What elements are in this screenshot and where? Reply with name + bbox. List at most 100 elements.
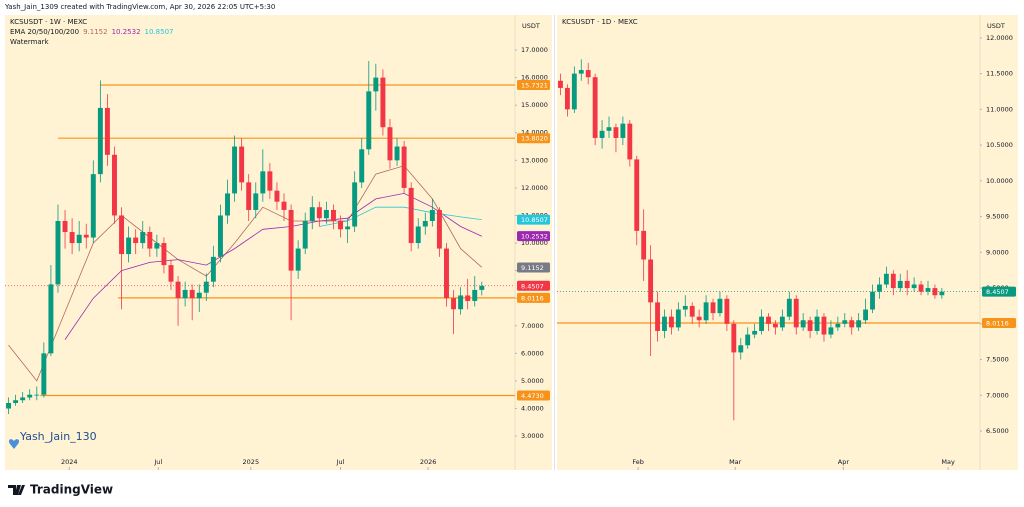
- candle-body: [380, 77, 386, 128]
- last-price-box: [982, 286, 1016, 297]
- candle-body: [668, 316, 674, 328]
- candle-body: [288, 209, 294, 271]
- candle-body: [274, 190, 280, 202]
- candle-body: [112, 154, 117, 216]
- watermark-legend: Watermark: [10, 38, 50, 46]
- level-price-box-label: 15.7321: [521, 81, 548, 89]
- candle-body: [731, 323, 737, 353]
- y-tick-label: 13.0000: [521, 156, 548, 164]
- candle-body: [48, 284, 54, 354]
- x-tick-label: Jul: [153, 458, 162, 466]
- footer-logo: TradingView: [8, 483, 113, 497]
- level-price-box: [517, 133, 550, 144]
- candle-body: [281, 201, 287, 210]
- candle-body: [239, 146, 245, 183]
- candle-body: [472, 289, 478, 301]
- y-tick-label: 16.0000: [521, 74, 548, 82]
- y-tick-label: 6.0000: [521, 349, 544, 357]
- candle-body: [451, 298, 457, 310]
- y-tick-label: 5.0000: [521, 377, 544, 385]
- level-price-box: [517, 390, 550, 401]
- right-panel: [557, 15, 1018, 470]
- candle-body: [13, 400, 19, 403]
- candle-body: [648, 259, 654, 303]
- candle-body: [366, 91, 372, 150]
- candle-body: [253, 193, 259, 210]
- candle-body: [444, 248, 449, 299]
- y-tick-label: 10.5000: [986, 141, 1013, 149]
- axis-unit: USDT: [522, 22, 540, 30]
- y-tick-label: 10.0000: [986, 177, 1013, 185]
- x-tick-label: Apr: [838, 458, 850, 466]
- candle-body: [599, 130, 605, 138]
- last-price-box: [517, 280, 550, 291]
- level-price-box: [517, 292, 550, 303]
- candle-body: [415, 226, 421, 244]
- candle-body: [634, 159, 640, 231]
- candle-body: [877, 284, 882, 292]
- y-tick-label: 14.0000: [521, 129, 548, 137]
- y-tick-label: 17.0000: [521, 46, 548, 54]
- candle-body: [27, 394, 33, 398]
- candle-body: [752, 330, 758, 335]
- candle-body: [90, 174, 96, 238]
- candle-body: [119, 215, 125, 255]
- candle-body: [689, 305, 695, 317]
- candle-body: [83, 234, 89, 238]
- candle-body: [807, 320, 813, 331]
- candle-body: [394, 146, 400, 161]
- candle-body: [585, 70, 591, 78]
- candle-body: [842, 320, 848, 324]
- candle-body: [232, 146, 238, 194]
- candle-body: [620, 123, 626, 138]
- candle-body: [641, 230, 647, 260]
- level-price-box: [982, 317, 1016, 328]
- candle-body: [779, 316, 785, 328]
- indicator-value: 10.2532: [112, 28, 141, 36]
- candle-body: [738, 345, 744, 353]
- candle-body: [606, 127, 612, 131]
- x-tick-label: Jul: [336, 458, 345, 466]
- candle-body: [849, 320, 855, 328]
- x-tick-label: Mar: [729, 458, 742, 466]
- candle-body: [225, 193, 230, 216]
- ema-line: [8, 165, 483, 382]
- level-price-box-label: 8.0116: [521, 294, 544, 302]
- candle-body: [168, 265, 174, 282]
- candle-body: [69, 232, 75, 244]
- level-price-box-label: 13.8020: [521, 135, 548, 143]
- symbol-title: KCSUSDT · 1W · MEXC: [10, 18, 87, 26]
- candle-body: [904, 280, 910, 289]
- level-price-box-label: 4.4730: [521, 392, 544, 400]
- candle-body: [104, 107, 110, 155]
- candle-body: [408, 187, 414, 244]
- header-text: Yash_Jain_1309 created with TradingView.…: [4, 3, 275, 11]
- candle-body: [55, 220, 61, 285]
- candle-body: [387, 127, 393, 161]
- axis-unit: USDT: [987, 22, 1005, 30]
- y-tick-label: 4.0000: [521, 405, 544, 413]
- candle-body: [717, 298, 723, 314]
- candle-body: [182, 289, 188, 299]
- candle-body: [76, 234, 82, 244]
- x-tick-label: 2025: [243, 458, 260, 466]
- indicator-name: EMA 20/50/100/200: [10, 28, 79, 36]
- candle-body: [870, 291, 875, 310]
- y-tick-label: 9.0000: [986, 248, 1009, 256]
- candle-body: [800, 320, 806, 328]
- candle-body: [302, 220, 308, 249]
- candle-body: [210, 256, 216, 282]
- symbol-title: KCSUSDT · 1D · MEXC: [562, 18, 638, 26]
- level-price-box-label: 8.0116: [986, 319, 1009, 327]
- candle-body: [217, 215, 223, 257]
- candle-body: [696, 316, 702, 321]
- candle-body: [814, 316, 820, 331]
- candle-body: [745, 334, 751, 346]
- candle-body: [655, 302, 660, 331]
- x-tick-label: 2024: [61, 458, 78, 466]
- last-price-box-label: 8.4507: [986, 288, 1009, 296]
- last-price-box-label: 8.4507: [521, 282, 544, 290]
- candle-body: [175, 281, 181, 299]
- candle-body: [147, 232, 153, 249]
- candle-body: [821, 316, 827, 335]
